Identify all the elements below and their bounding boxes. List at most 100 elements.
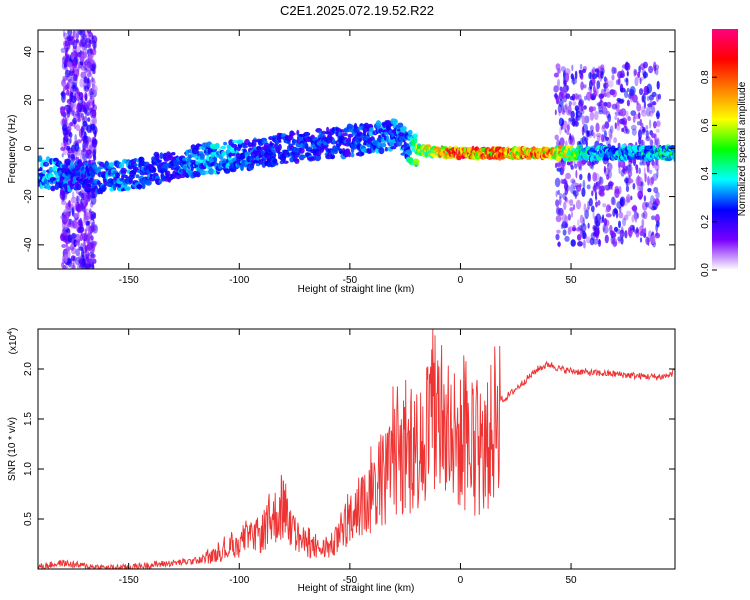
spectrogram-noise-mark [567, 119, 571, 126]
spectrogram-noise-mark [89, 90, 93, 100]
spectrogram-ridge-mark [413, 158, 420, 165]
spectrogram-noise-mark [614, 111, 621, 116]
spectrogram-noise-mark [578, 225, 583, 231]
spectrogram-noise-mark [575, 117, 578, 127]
spectrogram-noise-mark [84, 253, 87, 261]
spectrogram-ridge-mark [269, 142, 275, 146]
spectrogram-noise-mark [641, 122, 644, 129]
spectrogram-noise-mark [72, 255, 77, 262]
spectrogram-noise-mark [84, 93, 88, 102]
spectrogram-noise-mark [69, 121, 73, 127]
spectrogram-noise-mark [632, 94, 638, 103]
spectrogram-noise-mark [61, 190, 66, 198]
spectrogram-noise-mark [653, 186, 659, 194]
spectrogram-noise-mark [76, 195, 80, 204]
spectrogram-noise-mark [648, 110, 654, 117]
spectrogram-noise-mark [570, 183, 575, 194]
spectrogram-noise-mark [626, 88, 630, 92]
spectrogram-noise-mark [582, 230, 587, 240]
spectrogram-ridge-mark [72, 178, 77, 182]
x-tick-label: -150 [119, 275, 139, 286]
spectrogram-noise-mark [84, 111, 91, 117]
spectrogram-noise-mark [89, 208, 92, 214]
spectrogram-noise-mark [619, 229, 625, 239]
spectrogram-noise-mark [569, 95, 575, 101]
spectrogram-noise-mark [78, 111, 82, 119]
spectrogram-noise-mark [608, 180, 613, 190]
spectrogram-noise-mark [618, 159, 621, 169]
snr-panel: -150 -100 -50 0 50 0.5 1.0 1.5 2.0 Height of str… [7, 328, 676, 594]
y-tick-label: 1.0 [23, 462, 34, 476]
spectrogram-noise-mark [72, 219, 78, 229]
spectrogram-noise-mark [66, 82, 70, 90]
spectrogram-noise-mark [642, 61, 649, 69]
spectrogram-noise-mark [592, 232, 597, 237]
spectrogram-noise-mark [624, 230, 628, 239]
spectrogram-noise-mark [80, 71, 87, 79]
spectrogram-ridge-mark [289, 132, 296, 136]
spectrogram-noise-mark [79, 60, 84, 66]
spectrogram-ridge-mark [136, 169, 141, 173]
spectrogram-noise-mark [619, 70, 625, 79]
spectrogram-noise-mark [572, 101, 577, 106]
spectrogram-noise-mark [564, 72, 570, 83]
spectrogram-noise-mark [594, 215, 597, 225]
spectrogram-noise-mark [627, 171, 633, 177]
spectrogram-noise-mark [635, 176, 641, 186]
colorbar-ticks: 0.0 0.2 0.4 0.6 0.8 [700, 70, 717, 277]
spectrogram-noise-mark [70, 196, 77, 204]
spectrogram-noise-mark [653, 64, 657, 74]
spectrogram-noise-mark [597, 200, 601, 206]
colorbar-label: Normalized spectral amplitude [737, 81, 748, 216]
spectrogram-noise-mark [61, 56, 67, 65]
spectrogram-ridge-mark [380, 142, 387, 148]
spectrogram-noise-mark [651, 105, 656, 114]
spectrogram-ridge-mark [272, 158, 278, 164]
spectrogram-noise-mark [579, 70, 584, 79]
spectrogram-noise-mark [650, 161, 657, 166]
spectrogram-noise-mark [617, 78, 621, 86]
spectrogram-noise-mark [561, 213, 567, 223]
spectrogram-noise-mark [74, 142, 80, 152]
spectrogram-noise-mark [641, 109, 647, 117]
spectrogram-noise-mark [632, 204, 638, 213]
spectrogram-noise-mark [82, 153, 88, 161]
spectrogram-ridge-mark [589, 156, 593, 163]
spectrogram-noise-mark [570, 239, 576, 247]
spectrogram-ridge-mark [109, 187, 114, 192]
spectrogram-noise-mark [621, 117, 628, 126]
spectrogram-noise-mark [76, 104, 81, 111]
spectrogram-noise-mark [642, 126, 646, 132]
spectrogram-noise-mark [650, 176, 655, 185]
spectrogram-noise-mark [604, 78, 609, 85]
spectrogram-noise-mark [84, 196, 88, 201]
spectrogram-noise-mark [61, 244, 67, 248]
spectrogram-ridge-mark [411, 144, 416, 152]
spectrogram-noise-mark [618, 220, 621, 229]
spectrogram-noise-mark [637, 71, 641, 78]
spectrogram-noise-mark [602, 203, 607, 208]
spectrogram-noise-mark [82, 200, 86, 206]
spectrogram-noise-mark [607, 113, 612, 123]
spectrogram-noise-mark [84, 60, 88, 66]
spectrogram-noise-mark [583, 137, 589, 142]
spectrogram-noise-mark [66, 126, 72, 132]
x-tick-label: -100 [229, 275, 249, 286]
spectrogram-noise-mark [92, 258, 97, 264]
spectrogram-ridge-mark [84, 162, 88, 166]
spectrogram-noise-mark [592, 210, 595, 220]
spectrogram-noise-mark [75, 39, 80, 44]
snr-multiplier-exponent: 4 [7, 331, 14, 335]
spectrogram-noise-mark [573, 185, 578, 190]
spectrogram-noise-mark [87, 77, 90, 84]
spectrogram-noise-mark [70, 53, 74, 60]
snr-multiplier-label: (x104) [7, 328, 19, 355]
spectrogram-noise-mark [568, 117, 573, 122]
spectrogram-noise-mark [557, 241, 561, 247]
spectrogram-ridge-mark [303, 131, 311, 137]
spectrogram-noise-mark [608, 184, 612, 189]
spectrogram-noise-mark [84, 211, 87, 217]
x-tick-label: -100 [229, 575, 249, 586]
spectrogram-noise-mark [630, 195, 633, 201]
spectrogram-noise-mark [641, 218, 645, 228]
